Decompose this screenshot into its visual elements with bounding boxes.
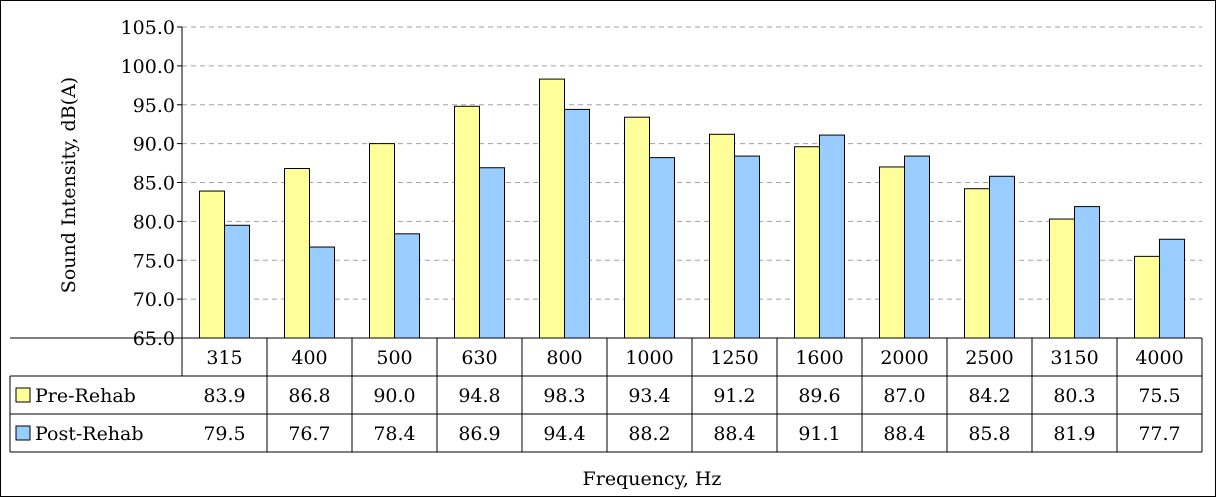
- table-value: 87.0: [883, 385, 925, 407]
- y-tick-label: 70.0: [133, 289, 175, 311]
- bar-post-rehab: [734, 155, 760, 339]
- y-tick-label: 105.0: [121, 17, 175, 39]
- bar-pre-rehab: [879, 166, 905, 339]
- table-value: 94.4: [543, 423, 585, 445]
- bar-pre-rehab: [1049, 218, 1075, 339]
- x-tick-label: 1600: [795, 347, 843, 369]
- x-tick-label: 500: [376, 347, 412, 369]
- bar-pre-rehab: [1134, 255, 1160, 339]
- bars: [199, 78, 1185, 339]
- legend-label: Pre-Rehab: [35, 385, 136, 407]
- bar-post-rehab: [1159, 238, 1185, 339]
- y-tick-label: 75.0: [133, 250, 175, 272]
- x-axis-title: Frequency, Hz: [583, 468, 722, 490]
- table-value: 91.2: [713, 385, 755, 407]
- table-value: 91.1: [798, 423, 840, 445]
- table-value: 93.4: [628, 385, 670, 407]
- bar-post-rehab: [309, 246, 335, 339]
- y-tick-label: 95.0: [133, 95, 175, 117]
- bar-pre-rehab: [454, 105, 480, 339]
- bar-post-rehab: [224, 224, 250, 339]
- bar-post-rehab: [819, 134, 845, 339]
- bar-pre-rehab: [284, 168, 310, 339]
- table-value: 80.3: [1053, 385, 1095, 407]
- y-axis-title: Sound Intensity, dB(A): [58, 77, 80, 293]
- bar-post-rehab: [904, 155, 930, 339]
- x-tick-label: 630: [461, 347, 497, 369]
- table-value: 81.9: [1053, 423, 1095, 445]
- axes: 65.0 70.0 75.0 80.0 85.0 90.0 95.0 100.0 105.0: [10, 17, 1202, 350]
- data-table: 315 400 500 630 800 1000 1250 1600 2000 2500 3150 4…: [9, 338, 1203, 453]
- bar-post-rehab: [564, 108, 590, 339]
- table-value: 85.8: [968, 423, 1010, 445]
- table-value: 75.5: [1138, 385, 1180, 407]
- table-value: 90.0: [373, 385, 415, 407]
- table-value: 88.4: [883, 423, 925, 445]
- y-tick-label: 85.0: [133, 173, 175, 195]
- bar-pre-rehab: [709, 133, 735, 339]
- bar-post-rehab: [989, 175, 1015, 339]
- bar-pre-rehab: [369, 143, 395, 339]
- bar-post-rehab: [649, 157, 675, 339]
- table-value: 83.9: [203, 385, 245, 407]
- x-tick-label: 315: [206, 347, 242, 369]
- y-tick-label: 65.0: [133, 328, 175, 350]
- table-value: 88.4: [713, 423, 755, 445]
- y-tick-label: 100.0: [121, 56, 175, 78]
- legend-swatch: [15, 387, 31, 403]
- x-tick-label: 1250: [710, 347, 758, 369]
- bar-post-rehab: [479, 167, 505, 339]
- table-value: 79.5: [203, 423, 245, 445]
- table-value: 76.7: [288, 423, 330, 445]
- table-value: 78.4: [373, 423, 415, 445]
- table-value: 86.8: [288, 385, 330, 407]
- bar-pre-rehab: [794, 146, 820, 339]
- table-value: 88.2: [628, 423, 670, 445]
- x-tick-label: 4000: [1135, 347, 1183, 369]
- x-tick-label: 1000: [625, 347, 673, 369]
- table-value: 86.9: [458, 423, 500, 445]
- legend-swatch: [15, 425, 31, 441]
- bar-pre-rehab: [539, 78, 565, 339]
- bar-pre-rehab: [964, 188, 990, 339]
- table-value: 98.3: [543, 385, 585, 407]
- legend-label: Post-Rehab: [35, 423, 144, 445]
- table-value: 94.8: [458, 385, 500, 407]
- x-tick-label: 2000: [880, 347, 928, 369]
- bar-post-rehab: [394, 233, 420, 339]
- table-value: 84.2: [968, 385, 1010, 407]
- bar-pre-rehab: [624, 116, 650, 339]
- x-tick-label: 3150: [1050, 347, 1098, 369]
- x-tick-label: 2500: [965, 347, 1013, 369]
- bar-post-rehab: [1074, 206, 1100, 339]
- y-tick-label: 90.0: [133, 134, 175, 156]
- bar-pre-rehab: [199, 190, 225, 339]
- x-tick-label: 800: [546, 347, 582, 369]
- gridlines: [182, 26, 1202, 300]
- table-value: 77.7: [1138, 423, 1180, 445]
- x-tick-label: 400: [291, 347, 327, 369]
- table-value: 89.6: [798, 385, 840, 407]
- y-tick-label: 80.0: [133, 211, 175, 233]
